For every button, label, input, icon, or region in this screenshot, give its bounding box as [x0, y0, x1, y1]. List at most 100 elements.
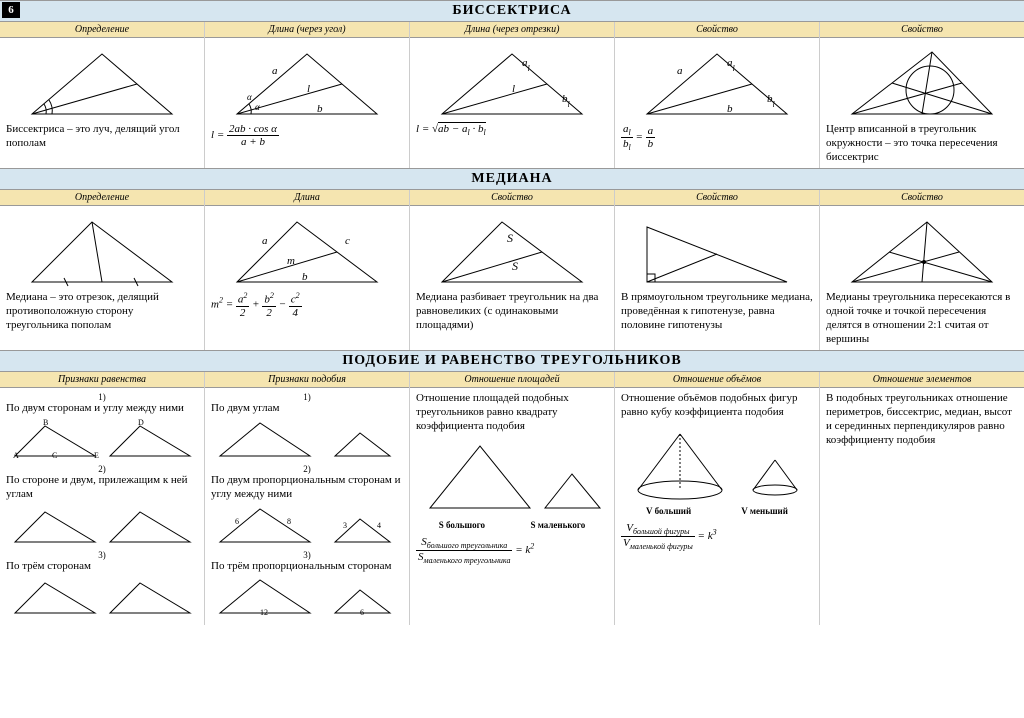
- cell-text: Отношение площадей подобных треугольнико…: [416, 392, 608, 433]
- svg-text:c: c: [345, 235, 350, 247]
- col-header: Отношение объёмов: [615, 372, 819, 388]
- svg-text:α: α: [255, 102, 260, 112]
- col-header: Свойство: [820, 22, 1024, 38]
- cell-text: Центр вписанной в треугольник окружности…: [826, 123, 1018, 164]
- svg-text:S: S: [512, 259, 518, 273]
- svg-text:a: a: [272, 65, 278, 77]
- svg-text:6: 6: [235, 517, 239, 526]
- triangle-median-def-icon: [22, 212, 182, 287]
- col-header: Определение: [0, 190, 204, 206]
- col-header: Длина (через угол): [205, 22, 409, 38]
- col-header: Отношение элементов: [820, 372, 1024, 388]
- similar-sas-icon: 6 8 3 4: [215, 504, 400, 546]
- svg-text:al: al: [727, 57, 736, 73]
- median-headers: Определение Длина Свойство Свойство Свой…: [0, 190, 1024, 206]
- svg-text:m: m: [287, 255, 295, 267]
- formula: m2 = a22 + b22 − c24: [211, 291, 403, 319]
- col-header: Свойство: [410, 190, 614, 206]
- bisector-headers: Определение Длина (через угол) Длина (че…: [0, 22, 1024, 38]
- svg-text:a: a: [262, 235, 268, 247]
- num-label: 1): [6, 392, 198, 402]
- formula: albl = ab: [621, 123, 813, 152]
- page: 6 БИССЕКТРИСА Определение Длина (через у…: [0, 0, 1024, 625]
- svg-text:6: 6: [360, 608, 364, 617]
- page-number: 6: [2, 2, 20, 18]
- similar-cones-icon: [625, 422, 810, 502]
- bisector-row: Биссектриса – это луч, делящий угол попо…: [0, 38, 1024, 168]
- svg-text:b: b: [317, 103, 323, 115]
- cell-text: В подобных треугольниках отношение перим…: [826, 392, 1018, 447]
- svg-text:4: 4: [377, 521, 381, 530]
- item-text: По стороне и двум, прилежащим к ней угла…: [6, 474, 198, 502]
- cell-text: В прямоугольном треугольнике медиана, пр…: [621, 291, 813, 332]
- num-label: 3): [6, 550, 198, 560]
- right-triangle-median-icon: [637, 212, 797, 287]
- two-triangles-sss-icon: [10, 575, 195, 617]
- svg-text:al: al: [522, 57, 531, 73]
- triangle-bisector-len-angle-icon: a l b α α: [227, 44, 387, 119]
- label: V меньший: [741, 506, 788, 516]
- item-text: По двум сторонам и углу между ними: [6, 402, 198, 416]
- svg-text:b: b: [727, 103, 733, 115]
- svg-text:8: 8: [287, 517, 291, 526]
- svg-text:l: l: [307, 83, 310, 95]
- item-text: По трём сторонам: [6, 560, 198, 574]
- col-header: Длина: [205, 190, 409, 206]
- svg-text:C: C: [52, 451, 57, 460]
- triangle-bisector-def-icon: [22, 44, 182, 119]
- two-triangles-asa-icon: [10, 504, 195, 546]
- svg-text:12: 12: [260, 608, 268, 617]
- triangle-bisector-len-seg-icon: al l bl: [432, 44, 592, 119]
- section-title-median: МЕДИАНА: [0, 168, 1024, 190]
- col-header: Признаки равенства: [0, 372, 204, 388]
- svg-text:a: a: [677, 65, 683, 77]
- num-label: 3): [211, 550, 403, 560]
- label: V больший: [646, 506, 691, 516]
- triangle-bisector-ratio-icon: a al b bl: [637, 44, 797, 119]
- svg-text:α: α: [247, 92, 252, 102]
- section-title-bisector: БИССЕКТРИСА: [0, 0, 1024, 22]
- formula: l = 2ab · cos αa + b: [211, 123, 403, 148]
- cell-text: Медианы треугольника пересекаются в одно…: [826, 291, 1018, 346]
- triangle-medians-centroid-icon: [842, 212, 1002, 287]
- num-label: 1): [211, 392, 403, 402]
- similar-aa-icon: [215, 418, 400, 460]
- svg-text:E: E: [94, 451, 99, 460]
- formula: Sбольшого треугольникаSмаленького треуго…: [416, 536, 608, 565]
- formula: l = √ab − al · bl: [416, 123, 608, 137]
- num-label: 2): [6, 464, 198, 474]
- item-text: По трём пропорциональным сторонам: [211, 560, 403, 574]
- col-header: Определение: [0, 22, 204, 38]
- similarity-row: 1) По двум сторонам и углу между ними A C…: [0, 388, 1024, 625]
- col-header: Признаки подобия: [205, 372, 409, 388]
- similar-sss-icon: 12 6: [215, 575, 400, 617]
- svg-text:bl: bl: [562, 93, 571, 109]
- col-header: Отношение площадей: [410, 372, 614, 388]
- svg-text:A: A: [13, 451, 19, 460]
- svg-text:B: B: [43, 418, 48, 427]
- col-header: Свойство: [615, 22, 819, 38]
- svg-text:S: S: [507, 231, 513, 245]
- two-triangles-sas-icon: A C E B D: [10, 418, 195, 460]
- svg-text:b: b: [302, 271, 308, 283]
- similarity-headers: Признаки равенства Признаки подобия Отно…: [0, 372, 1024, 388]
- triangle-median-areas-icon: S S: [432, 212, 592, 287]
- item-text: По двум пропорциональным сторонам и углу…: [211, 474, 403, 502]
- triangle-median-len-icon: a c m b: [227, 212, 387, 287]
- cell-text: Биссектриса – это луч, делящий угол попо…: [6, 123, 198, 151]
- svg-text:D: D: [138, 418, 144, 427]
- triangle-incircle-icon: [842, 44, 1002, 119]
- num-label: 2): [211, 464, 403, 474]
- col-header: Длина (через отрезки): [410, 22, 614, 38]
- svg-text:l: l: [512, 83, 515, 95]
- svg-text:3: 3: [343, 521, 347, 530]
- formula: Vбольшой фигурыVмаленькой фигуры = k3: [621, 522, 813, 551]
- label: S большого: [439, 520, 485, 530]
- col-header: Свойство: [615, 190, 819, 206]
- cell-text: Отношение объёмов подобных фигур равно к…: [621, 392, 813, 420]
- cell-text: Медиана – это отрезок, делящий противопо…: [6, 291, 198, 332]
- item-text: По двум углам: [211, 402, 403, 416]
- cell-text: Медиана разбивает треугольник на два рав…: [416, 291, 608, 332]
- col-header: Свойство: [820, 190, 1024, 206]
- svg-text:bl: bl: [767, 93, 776, 109]
